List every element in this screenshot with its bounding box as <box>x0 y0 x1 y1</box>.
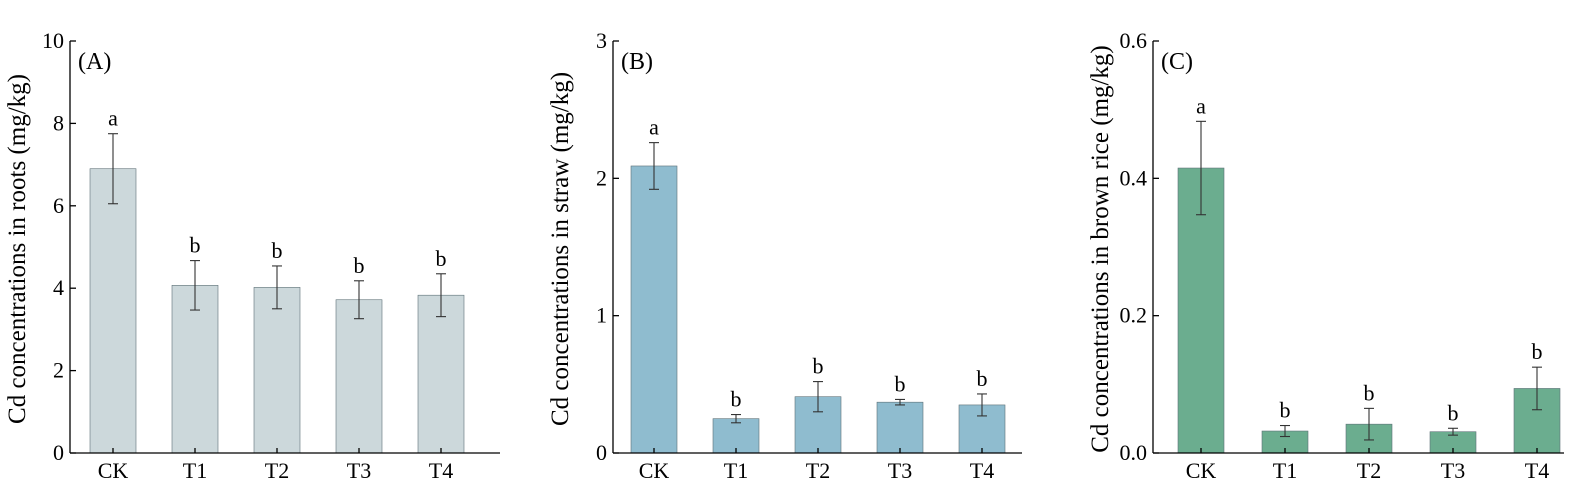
panel-a-y-tick-label: 10 <box>42 28 64 53</box>
panel-a-bar-t3 <box>335 299 383 454</box>
panel-a-significance-label: a <box>108 106 118 131</box>
panel-b-significance-label: b <box>731 387 742 412</box>
panel-a-bar-t1 <box>171 285 219 454</box>
panel-a-y-tick-label: 8 <box>53 110 64 135</box>
panel-a-x-tick-label: T1 <box>183 458 207 483</box>
panel-b-y-tick-label: 3 <box>596 28 607 53</box>
panel-b-significance-label: a <box>649 115 659 140</box>
panel-c-y-tick-label: 0.2 <box>1120 303 1148 328</box>
panel-c-y-axis-title: Cd concentrations in brown rice (mg/kg) <box>1087 45 1114 453</box>
panel-b-y-axis-title: Cd concentrations in straw (mg/kg) <box>547 72 574 426</box>
panel-a-y-tick-label: 2 <box>53 358 64 383</box>
panel-a-x-tick-label: T2 <box>265 458 289 483</box>
panel-c-y-tick-label: 0.0 <box>1120 440 1148 465</box>
panel-b-x-tick-label: T1 <box>724 458 748 483</box>
panel-b-bar-t1 <box>712 418 760 454</box>
panel-b-y-tick-label: 0 <box>596 440 607 465</box>
panel-a-x-tick-label: T4 <box>429 458 453 483</box>
panel-a-significance-label: b <box>436 246 447 271</box>
panel-c-x-tick-label: CK <box>1186 458 1217 483</box>
panel-c-significance-label: b <box>1448 400 1459 425</box>
panel-b-bar-t3 <box>876 401 924 454</box>
panel-c-panel-label: (C) <box>1161 49 1193 75</box>
panel-b-x-tick-label: T3 <box>888 458 912 483</box>
panel-a-bar-t4 <box>417 294 465 454</box>
panel-b-x-tick-label: T4 <box>970 458 994 483</box>
panel-c-significance-label: b <box>1280 398 1291 423</box>
panel-a-y-tick-label: 6 <box>53 193 64 218</box>
panel-a: a CK b T1 b T2 b T3 b T4 0 2 4 6 8 10 (A) Cd concentratio… <box>4 28 500 483</box>
panel-a-x-tick-label: T3 <box>347 458 371 483</box>
panel-b-bar-ck <box>630 165 678 454</box>
panel-b: a CK b T1 b T2 b T3 b T4 0 1 2 3 (B) Cd concentrations … <box>547 28 1022 483</box>
panel-b-y-tick-label: 2 <box>596 165 607 190</box>
panel-c-x-tick-label: T2 <box>1357 458 1381 483</box>
panel-a-significance-label: b <box>354 253 365 278</box>
panel-a-significance-label: b <box>190 233 201 258</box>
panel-a-x-tick-label: CK <box>98 458 129 483</box>
panel-c-y-tick-label: 0.6 <box>1120 28 1148 53</box>
panel-c-y-tick-label: 0.4 <box>1120 165 1148 190</box>
panel-b-x-tick-label: CK <box>639 458 670 483</box>
panel-b-x-tick-label: T2 <box>806 458 830 483</box>
panel-c-x-tick-label: T3 <box>1441 458 1465 483</box>
panel-b-significance-label: b <box>977 366 988 391</box>
panel-b-panel-label: (B) <box>621 49 653 75</box>
panel-b-significance-label: b <box>813 354 824 379</box>
panel-b-significance-label: b <box>895 371 906 396</box>
panel-a-bar-t2 <box>253 287 301 454</box>
panel-c-significance-label: b <box>1532 339 1543 364</box>
panel-a-bar-ck <box>89 168 137 454</box>
panel-a-y-tick-label: 0 <box>53 440 64 465</box>
panel-c-x-tick-label: T4 <box>1525 458 1549 483</box>
panel-c-significance-label: a <box>1196 93 1206 118</box>
panel-c-x-tick-label: T1 <box>1273 458 1297 483</box>
panel-a-panel-label: (A) <box>78 49 111 75</box>
panel-c-significance-label: b <box>1364 380 1375 405</box>
panel-c: a CK b T1 b T2 b T3 b T4 0.0 0.2 0.4 0.6 (C) Cd concent… <box>1087 28 1564 483</box>
panel-c-bar-ck <box>1177 167 1225 454</box>
panel-a-y-axis-title: Cd concentrations in roots (mg/kg) <box>4 74 31 424</box>
panel-a-y-tick-label: 4 <box>53 275 64 300</box>
panel-b-y-tick-label: 1 <box>596 303 607 328</box>
panel-a-significance-label: b <box>272 238 283 263</box>
